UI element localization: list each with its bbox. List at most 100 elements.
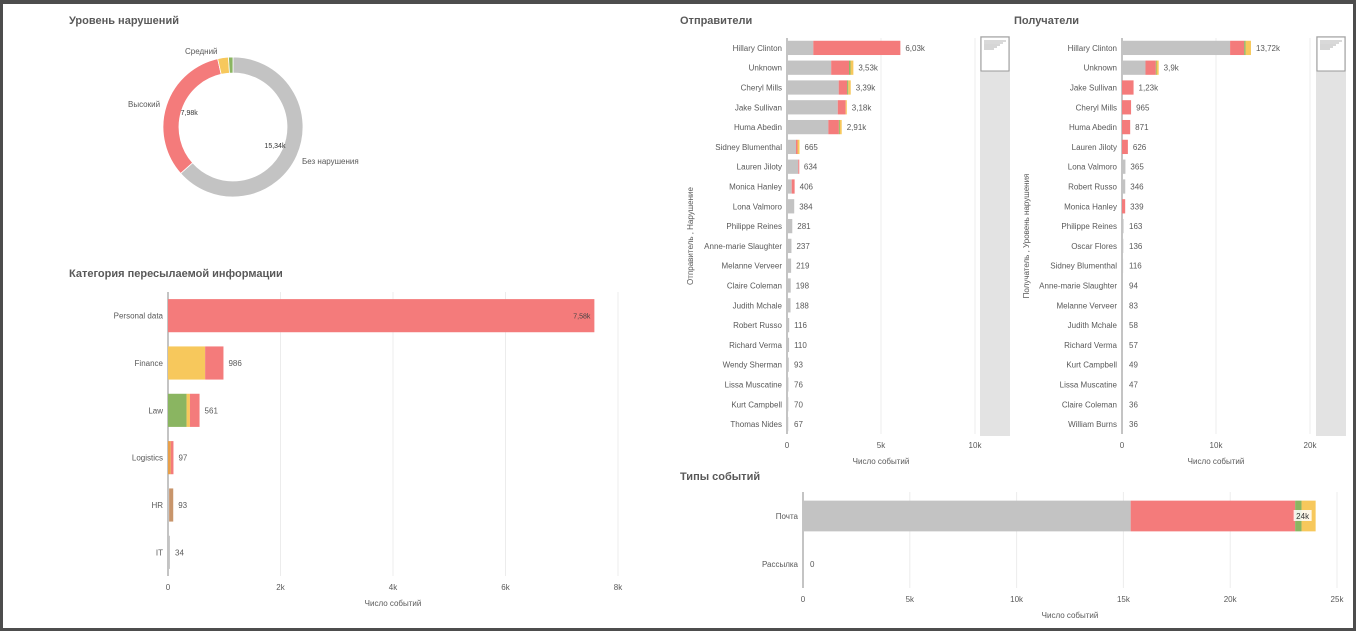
bar-segment-finance-1[interactable] [168, 346, 206, 380]
bar-segment-unknown-1[interactable] [787, 60, 832, 75]
category-bar-chart[interactable]: 0 2k 4k 6k 8k Personal data 7,58k Finance 986 Law… [69, 286, 639, 622]
bar-segment-oscar-flores-1[interactable] [1122, 238, 1124, 254]
bar-segment-melanne-verveer-1[interactable] [1122, 298, 1123, 313]
bar-segment-it-1[interactable] [168, 535, 170, 569]
x-tick-label: 0 [785, 441, 790, 450]
donut-slice-1[interactable] [180, 56, 304, 198]
bar-segment-hillary-clinton-4[interactable] [1245, 40, 1251, 56]
bar-segment-lona-valmoro-1[interactable] [1122, 159, 1126, 174]
bar-segment-judith-mchale-1[interactable] [787, 298, 791, 313]
bar-segment-почта-2[interactable] [1130, 500, 1296, 532]
senders-bar-chart[interactable]: 0 5k 10k Hillary Clinton 6,03k Unknown 3,53k Ch… [680, 30, 1010, 470]
scrollbar-track[interactable] [980, 36, 1010, 436]
bar-segment-monica-hanley-2[interactable] [791, 179, 795, 194]
bar-segment-hillary-clinton-3[interactable] [1244, 40, 1246, 56]
bar-segment-unknown-2[interactable] [1145, 60, 1156, 75]
bar-segment-jake-sullivan-3[interactable] [845, 100, 847, 115]
category-label: Почта [776, 512, 799, 521]
bar-segment-unknown-4[interactable] [850, 60, 854, 75]
bar-segment-unknown-3[interactable] [849, 60, 851, 75]
bar-segment-sidney-blumenthal-1[interactable] [787, 139, 797, 155]
donut-slice-4[interactable] [228, 56, 234, 74]
bar-segment-wendy-sherman-1[interactable] [787, 357, 789, 372]
category-label: Lauren Jiloty [737, 163, 782, 172]
bar-segment-melanne-verveer-1[interactable] [787, 258, 792, 273]
bar-segment-richard-verma-1[interactable] [787, 337, 790, 353]
bar-segment-unknown-2[interactable] [831, 60, 850, 75]
bar-segment-lona-valmoro-1[interactable] [787, 199, 795, 214]
category-label: Monica Hanley [1064, 202, 1117, 211]
category-label: Lona Valmoro [733, 202, 783, 211]
bar-segment-judith-mchale-1[interactable] [1122, 317, 1123, 333]
bar-segment-huma-abedin-2[interactable] [828, 119, 839, 135]
bar-segment-jake-sullivan-1[interactable] [787, 100, 838, 115]
bar-segment-sidney-blumenthal-3[interactable] [797, 139, 800, 155]
bar-segment-lissa-muscatine-1[interactable] [787, 377, 789, 392]
bar-segment-lissa-muscatine-1[interactable] [1122, 377, 1123, 392]
bar-value-label: 198 [796, 282, 810, 291]
bar-segment-robert-russo-1[interactable] [1122, 179, 1126, 194]
bar-segment-philippe-reines-1[interactable] [787, 218, 793, 234]
bar-segment-jake-sullivan-2[interactable] [837, 100, 846, 115]
bar-value-label: 281 [797, 222, 811, 231]
bar-segment-unknown-3[interactable] [1155, 60, 1157, 75]
bar-segment-robert-russo-1[interactable] [787, 317, 790, 333]
bar-segment-cheryl-mills-1[interactable] [1122, 100, 1132, 115]
bar-segment-jake-sullivan-1[interactable] [1122, 80, 1134, 95]
bar-segment-huma-abedin-1[interactable] [787, 119, 829, 135]
category-label: Wendy Sherman [723, 361, 782, 370]
bar-segment-philippe-reines-1[interactable] [1122, 218, 1124, 234]
bar-segment-hillary-clinton-2[interactable] [813, 40, 901, 56]
bar-segment-finance-2[interactable] [205, 346, 224, 380]
bar-segment-hillary-clinton-1[interactable] [1122, 40, 1231, 56]
event-types-bar-chart[interactable]: 0 5k 10k 15k 20k 25k Почта 24k Рассылка 0 Число со… [680, 486, 1350, 621]
bar-segment-lauren-jiloty-1[interactable] [1122, 139, 1128, 155]
recipients-bar-chart[interactable]: 0 10k 20k Hillary Clinton 13,72k Unknown 3,9k J… [1014, 30, 1349, 470]
scrollbar-track[interactable] [1316, 36, 1346, 436]
bar-segment-lauren-jiloty-2[interactable] [798, 159, 800, 174]
bar-segment-hr-1[interactable] [168, 488, 170, 522]
bar-segment-lauren-jiloty-1[interactable] [787, 159, 799, 174]
bar-segment-personal-data-1[interactable] [168, 299, 595, 333]
bar-segment-cheryl-mills-1[interactable] [787, 80, 839, 95]
category-label: Personal data [114, 312, 164, 321]
bar-segment-hillary-clinton-2[interactable] [1230, 40, 1245, 56]
bar-segment-monica-hanley-1[interactable] [787, 179, 792, 194]
bar-segment-logistics-1[interactable] [168, 441, 171, 475]
bar-segment-law-2[interactable] [186, 393, 190, 427]
bar-segment-cheryl-mills-3[interactable] [847, 80, 849, 95]
scrollbar-thumb[interactable] [980, 36, 1010, 72]
bar-segment-hillary-clinton-1[interactable] [787, 40, 814, 56]
bar-segment-law-1[interactable] [168, 393, 187, 427]
bar-segment-unknown-1[interactable] [1122, 60, 1146, 75]
bar-segment-claire-coleman-1[interactable] [787, 278, 791, 293]
bar-segment-huma-abedin-1[interactable] [1122, 119, 1131, 135]
bar-segment-kurt-campbell-1[interactable] [787, 397, 789, 412]
bar-segment-thomas-nides-1[interactable] [787, 416, 789, 432]
bar-segment-huma-abedin-3[interactable] [838, 119, 840, 135]
bar-segment-unknown-4[interactable] [1156, 60, 1159, 75]
bar-segment-anne-marie-slaughter-1[interactable] [787, 238, 792, 254]
bar-segment-logistics-2[interactable] [170, 441, 174, 475]
bar-segment-monica-hanley-1[interactable] [1122, 199, 1126, 214]
category-label: IT [156, 548, 163, 557]
bar-value-label: 3,9k [1164, 64, 1180, 73]
bar-segment-richard-verma-1[interactable] [1122, 337, 1123, 353]
bar-segment-hr-2[interactable] [169, 488, 174, 522]
bar-segment-почта-1[interactable] [803, 500, 1131, 532]
bar-segment-kurt-campbell-1[interactable] [1122, 357, 1123, 372]
bar-segment-huma-abedin-4[interactable] [839, 119, 842, 135]
bar-segment-sidney-blumenthal-2[interactable] [796, 139, 798, 155]
violation-level-donut-chart[interactable]: 15,34k 7,98k Без нарушения Высокий Средний [103, 44, 403, 214]
bar-segment-anne-marie-slaughter-1[interactable] [1122, 278, 1123, 293]
bar-segment-sidney-blumenthal-1[interactable] [1122, 258, 1124, 273]
bar-segment-william-burns-1[interactable] [1122, 416, 1123, 432]
category-label: Philippe Reines [1061, 222, 1117, 231]
bar-segment-claire-coleman-1[interactable] [1122, 397, 1123, 412]
bar-segment-law-3[interactable] [189, 393, 200, 427]
bar-segment-cheryl-mills-4[interactable] [848, 80, 851, 95]
x-axis-title: Число событий [1042, 611, 1099, 620]
category-label: Jake Sullivan [1070, 84, 1117, 93]
bar-segment-cheryl-mills-2[interactable] [838, 80, 848, 95]
scrollbar-thumb[interactable] [1316, 36, 1346, 72]
